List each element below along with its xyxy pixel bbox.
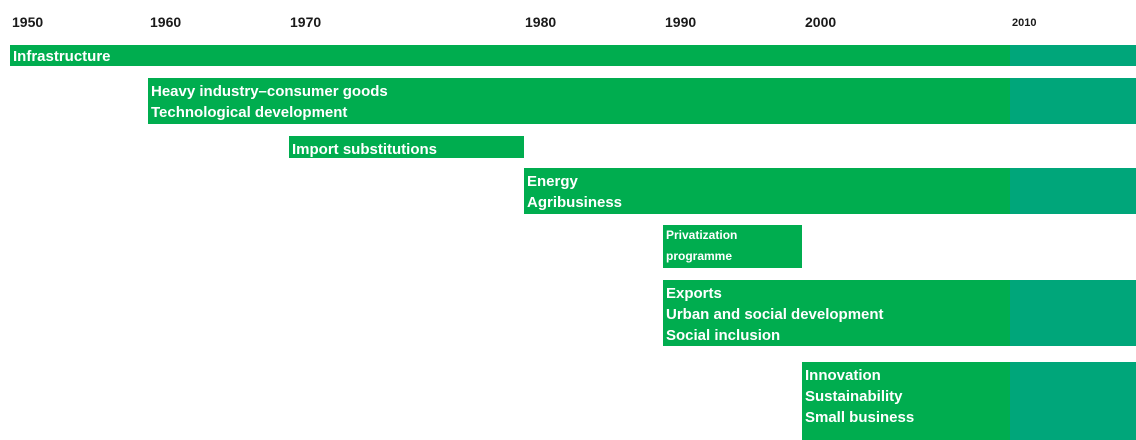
year-label: 1990 [665,14,697,30]
year-label: 1960 [150,14,182,30]
bar-label: Small business [805,409,915,426]
bar-label: Technological development [151,104,348,121]
timeline-bar: Infrastructure [10,45,1136,66]
bar-recent-section [1010,280,1136,346]
bar-text: Heavy industry–consumer goods Technologic… [148,78,1136,123]
timeline-page: {"years": ["1950", "1960", "1970", "1980… [10,14,1136,440]
year-label: 1950 [12,14,44,30]
bar-text: Infrastructure [10,45,1136,66]
timeline-bar: Innovation Sustainability Small business [802,362,1136,440]
timeline-bar: Energy Agribusiness [524,168,1136,214]
bar-recent-section [1010,168,1136,214]
bar-label: Privatization [666,228,738,242]
timeline-bar: Import substitutions [289,136,524,158]
bar-text: Import substitutions [289,136,524,158]
bar-recent-section [1010,78,1136,124]
bar-text: Innovation Sustainability Small business [802,362,1136,428]
bar-label: Exports [666,285,722,302]
bar-recent-section [1010,45,1136,66]
timeline-bar: Heavy industry–consumer goods Technologic… [148,78,1136,124]
year-label: 1970 [290,14,322,30]
year-label: 2010 [1012,17,1037,29]
bar-text: Privatization programme [663,225,802,267]
bar-label: Innovation [805,367,881,384]
bar-label: Social inclusion [666,327,781,344]
bar-label: Heavy industry–consumer goods [151,83,388,100]
bar-label: Energy [527,173,578,190]
bar-text: Exports Urban and social development Socia… [663,280,1136,346]
bar-label: programme [666,249,733,263]
bar-label: Agribusiness [527,194,623,211]
bar-label: Urban and social development [666,306,884,323]
bar-text: Energy Agribusiness [524,168,1136,213]
bar-label: Sustainability [805,388,903,405]
year-label: 1980 [525,14,557,30]
year-label: 2000 [805,14,837,30]
bar-label: Import substitutions [292,141,437,158]
bar-label: Infrastructure [13,48,111,65]
timeline-bar: Exports Urban and social development Socia… [663,280,1136,346]
timeline-bar: Privatization programme [663,225,802,268]
